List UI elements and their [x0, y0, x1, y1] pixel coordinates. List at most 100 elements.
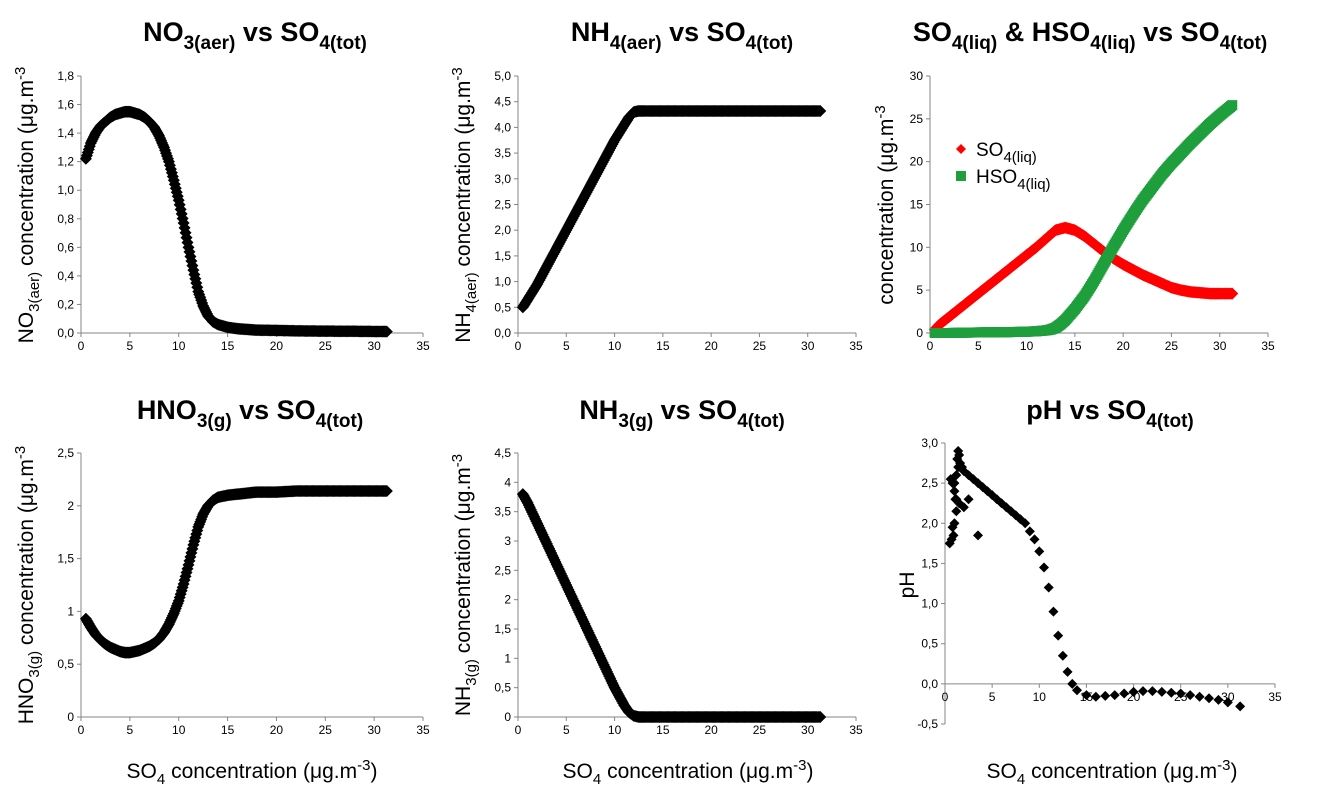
- y-tick-label: 3,5: [494, 505, 511, 519]
- data-point: [1090, 691, 1101, 702]
- x-tick-label: 5: [563, 339, 570, 353]
- y-tick-label: 5: [916, 283, 923, 297]
- chart-panel-4: HNO3(g) vs SO4(tot) 0 0,5 1 1,5 2 2,5 0 5 10 15 20 2…: [12, 395, 430, 788]
- y-tick-label: 3: [504, 534, 511, 548]
- data-point: [1072, 685, 1082, 696]
- x-tick-label: 20: [704, 339, 718, 353]
- x-tick-label: 10: [172, 339, 186, 353]
- x-tick-label: 5: [127, 339, 134, 353]
- x-tick-label: 0: [515, 339, 522, 353]
- y-tick-label: 2,0: [921, 516, 938, 530]
- x-tick-label: 35: [416, 723, 430, 737]
- data-point: [1067, 678, 1078, 689]
- x-axis-label: SO4 concentration (μg.m-3): [127, 757, 378, 788]
- series-1: [79, 105, 393, 338]
- y-axis-label: HNO3(g) concentration (μg.m-3: [12, 446, 43, 725]
- legend-marker: [956, 171, 966, 181]
- data-point: [1156, 686, 1167, 697]
- data-point: [1020, 518, 1031, 529]
- x-tick-label: 30: [1213, 339, 1227, 353]
- y-tick-label: 1,0: [494, 275, 511, 289]
- x-axis-label: SO4 concentration (μg.m-3): [987, 757, 1238, 788]
- x-tick-label: 20: [270, 339, 284, 353]
- x-tick-label: 5: [975, 339, 982, 353]
- y-tick-label: 10: [910, 240, 924, 254]
- y-tick-label: 30: [910, 69, 924, 83]
- y-tick-label: 1,5: [494, 249, 511, 263]
- data-point: [1100, 690, 1111, 701]
- legend-label: HSO4(liq): [976, 167, 1051, 193]
- x-tick-label: 10: [608, 723, 622, 737]
- x-tick-label: 20: [270, 723, 284, 737]
- data-point: [814, 711, 827, 723]
- data-point: [949, 478, 960, 489]
- y-axis-label: pH: [896, 572, 919, 599]
- x-tick-label: 15: [221, 723, 235, 737]
- data-point: [947, 522, 958, 533]
- x-tick-label: 15: [221, 339, 235, 353]
- data-point: [1128, 686, 1139, 697]
- data-point: [948, 530, 959, 541]
- x-tick-label: 35: [849, 723, 863, 737]
- chart-title: SO4(liq) & HSO4(liq) vs SO4(tot): [913, 17, 1267, 54]
- x-tick-label: 30: [801, 723, 815, 737]
- y-tick-label: 0,5: [494, 681, 511, 695]
- data-point: [1057, 650, 1068, 661]
- legend-label: SO4(liq): [976, 140, 1037, 166]
- chart-title: pH vs SO4(tot): [1026, 395, 1194, 432]
- data-point: [1053, 630, 1064, 641]
- y-tick-label: 5,0: [494, 69, 511, 83]
- y-tick-label: 4,5: [494, 446, 511, 460]
- y-tick-label: 1: [504, 651, 511, 665]
- data-point: [951, 506, 962, 517]
- y-tick-label: 1,0: [57, 183, 74, 197]
- x-tick-label: 15: [1068, 339, 1082, 353]
- x-tick-label: 25: [319, 723, 333, 737]
- data-point: [1222, 697, 1233, 708]
- y-tick-label: 2,5: [921, 476, 938, 490]
- data-point: [1235, 701, 1246, 712]
- x-tick-label: 10: [1020, 339, 1034, 353]
- x-tick-label: 0: [78, 339, 85, 353]
- y-tick-label: 20: [910, 155, 924, 169]
- data-point: [963, 494, 974, 505]
- chart-panel-5: NH3(g) vs SO4(tot) 0 0,5 1 1,5 2 2,5 3 3,5 4 4,5 0 5…: [449, 395, 863, 788]
- legend-marker: [956, 144, 966, 154]
- x-tick-label: 35: [1261, 339, 1275, 353]
- data-point: [1138, 686, 1148, 697]
- y-tick-label: 0,5: [494, 300, 511, 314]
- data-point: [1034, 546, 1045, 557]
- chart-title: NH4(aer) vs SO4(tot): [571, 17, 793, 54]
- data-point: [1194, 691, 1205, 702]
- y-tick-label: 1,6: [57, 98, 74, 112]
- x-tick-label: 5: [563, 723, 570, 737]
- chart-panel-1: NO3(aer) vs SO4(tot) 0,0 0,2 0,4 0,6 0,8 1,0 1,…: [12, 17, 430, 353]
- x-tick-label: 25: [753, 723, 767, 737]
- data-point: [954, 450, 965, 461]
- y-tick-label: 4: [504, 475, 511, 489]
- chart-title: HNO3(g) vs SO4(tot): [137, 395, 363, 432]
- series-1: [516, 104, 827, 314]
- y-tick-label: 1,8: [57, 69, 74, 83]
- y-tick-label: 0: [916, 326, 923, 340]
- x-tick-label: 30: [801, 339, 815, 353]
- y-tick-label: 0,6: [57, 240, 74, 254]
- data-point: [1185, 690, 1196, 701]
- y-axis-label: NH4(aer) concentration (μg.m-3: [449, 67, 480, 343]
- y-axis-label: concentration (μg.m-3: [872, 105, 898, 304]
- series-1: [944, 446, 1246, 712]
- y-tick-label: 0,5: [57, 657, 74, 671]
- series-2: [929, 100, 1238, 338]
- y-tick-label: 2: [504, 593, 511, 607]
- y-tick-label: 2,0: [494, 223, 511, 237]
- y-tick-label: 3,0: [494, 172, 511, 186]
- y-tick-label: 0: [504, 710, 511, 724]
- series-1: [516, 488, 827, 723]
- y-tick-label: 15: [910, 198, 924, 212]
- y-tick-label: -0,5: [917, 717, 938, 731]
- y-tick-label: 1,4: [57, 126, 74, 140]
- y-tick-label: 3,0: [921, 436, 938, 450]
- data-point: [1048, 606, 1059, 617]
- y-tick-label: 4,0: [494, 120, 511, 134]
- chart-title: NO3(aer) vs SO4(tot): [143, 17, 367, 54]
